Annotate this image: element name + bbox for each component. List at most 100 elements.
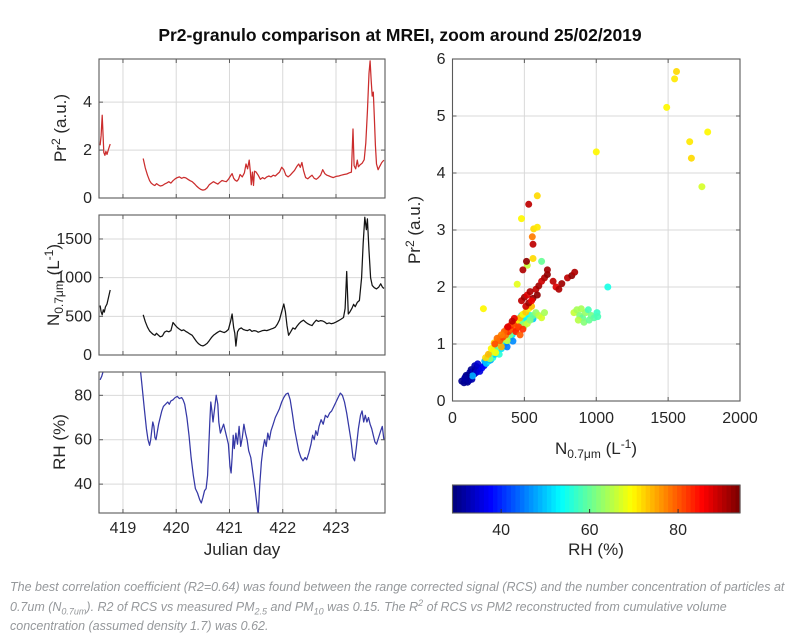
julian-xtick-label: 422 bbox=[269, 520, 296, 537]
colorbar-segment bbox=[708, 485, 714, 513]
colorbar-segment bbox=[492, 485, 499, 513]
colorbar-segment bbox=[515, 485, 521, 513]
colorbar-segment bbox=[528, 485, 534, 513]
colorbar-segment bbox=[470, 485, 476, 513]
colorbar-segment bbox=[479, 485, 485, 513]
scatter-xtick-label: 500 bbox=[511, 410, 538, 427]
pr2-ytick-label: 0 bbox=[83, 190, 92, 207]
scatter-point bbox=[526, 288, 534, 296]
scatter-point bbox=[585, 316, 593, 324]
scatter-xtick-label: 1000 bbox=[578, 410, 614, 427]
caption-segment-2: ). R2 of RCS vs measured PM bbox=[86, 599, 255, 614]
scatter-point bbox=[555, 285, 563, 293]
rh-y-axis-label: RH (%) bbox=[50, 414, 69, 470]
scatter-ylabel-base: Pr bbox=[405, 247, 424, 265]
colorbar-tick-label: 40 bbox=[492, 522, 510, 539]
axes-frame bbox=[98, 371, 386, 514]
scatter-ytick-label: 3 bbox=[437, 222, 446, 239]
colorbar-segment bbox=[659, 485, 665, 513]
scatter-point bbox=[474, 360, 482, 368]
colorbar-segment bbox=[506, 485, 512, 513]
colorbar-segment bbox=[699, 485, 705, 513]
colorbar-segment bbox=[641, 485, 647, 513]
colorbar-segment bbox=[686, 485, 692, 513]
julian-xtick-label: 421 bbox=[216, 520, 243, 537]
colorbar-segment bbox=[650, 485, 656, 513]
scatter-ylabel-sup: 2 bbox=[403, 240, 417, 248]
scatter-point bbox=[528, 297, 536, 305]
scatter-point bbox=[513, 280, 521, 288]
caption-segment-7: 2 bbox=[418, 597, 424, 608]
scatter-point bbox=[519, 325, 527, 333]
scatter-xlabel-unit-sup: -1 bbox=[620, 437, 632, 451]
scatter-point bbox=[543, 266, 551, 274]
n07-label-base: N bbox=[44, 313, 63, 327]
scatter-point bbox=[528, 233, 536, 241]
scatter-xtick-label: 2000 bbox=[722, 410, 758, 427]
scatter-point bbox=[516, 331, 524, 339]
figure-caption: The best correlation coefficient (R2=0.6… bbox=[10, 579, 792, 635]
julian-xtick-label: 423 bbox=[323, 520, 350, 537]
colorbar-segment bbox=[587, 485, 593, 513]
colorbar-segment bbox=[623, 485, 629, 513]
rh-colorbar: 40 60 80 bbox=[451, 484, 741, 539]
n07-timeseries-panel: 0 500 1000 1500 bbox=[56, 214, 386, 364]
scatter-point bbox=[461, 374, 469, 382]
pr2-label-base: Pr bbox=[51, 145, 70, 163]
n07-label-unit-sup: -1 bbox=[42, 249, 56, 261]
colorbar-segment bbox=[681, 485, 687, 513]
colorbar-segment bbox=[690, 485, 696, 513]
colorbar-segment bbox=[672, 485, 678, 513]
n07-ytick-label: 1500 bbox=[56, 231, 92, 248]
colorbar-segment bbox=[555, 485, 561, 513]
scatter-ytick-label: 6 bbox=[437, 51, 446, 68]
scatter-point bbox=[673, 68, 680, 75]
n07-ytick-label: 0 bbox=[83, 347, 92, 364]
colorbar-segment bbox=[465, 485, 472, 513]
scatter-point bbox=[523, 257, 530, 265]
colorbar-segment bbox=[461, 485, 467, 513]
scatter-point bbox=[594, 313, 602, 321]
colorbar-segment bbox=[582, 485, 588, 513]
pr2-ytick-label: 2 bbox=[83, 142, 92, 159]
scatter-point bbox=[574, 316, 582, 324]
pr2-y-axis-label: Pr2 (a.u.) bbox=[49, 94, 71, 162]
colorbar-segment bbox=[618, 485, 624, 513]
colorbar-segment bbox=[695, 485, 701, 513]
caption-segment-5: 10 bbox=[313, 606, 324, 617]
scatter-point bbox=[571, 268, 579, 276]
scatter-point bbox=[503, 343, 511, 351]
colorbar-label: RH (%) bbox=[568, 540, 624, 559]
scatter-xlabel-base: N bbox=[554, 439, 568, 458]
scatter-point bbox=[525, 200, 533, 208]
colorbar-frame bbox=[451, 484, 741, 514]
rh-ytick-label: 60 bbox=[74, 432, 92, 449]
scatter-point bbox=[484, 350, 492, 358]
scatter-panel: 0 1 2 3 4 5 6 0 500 1000 1500 2000 bbox=[437, 51, 758, 427]
scatter-point bbox=[508, 317, 516, 325]
n07-label-unit-post: ) bbox=[44, 243, 63, 250]
scatter-ylabel-unit: (a.u.) bbox=[405, 195, 424, 241]
colorbar-segment bbox=[510, 485, 516, 513]
julian-xtick-label: 420 bbox=[163, 520, 190, 537]
scatter-point bbox=[469, 372, 477, 380]
scatter-point bbox=[509, 337, 517, 345]
scatter-point bbox=[538, 314, 546, 322]
scatter-point bbox=[493, 334, 501, 342]
pr2-series-line bbox=[99, 60, 385, 191]
colorbar-segment bbox=[456, 485, 463, 513]
colorbar-segment bbox=[677, 485, 683, 513]
rh-ytick-label: 40 bbox=[74, 476, 92, 493]
scatter-point bbox=[704, 128, 712, 136]
scatter-point bbox=[497, 343, 505, 351]
caption-segment-8: of RCS vs PM2 reconstructed from cumulat… bbox=[10, 599, 727, 633]
scatter-xlabel-unit-post: ) bbox=[631, 439, 638, 458]
n07-label-unit: (L bbox=[44, 260, 63, 281]
colorbar-segment bbox=[668, 485, 674, 513]
pr2-timeseries-panel: 0 2 4 bbox=[83, 58, 386, 207]
n07-y-axis-label: N0.7μm (L-1) bbox=[42, 244, 66, 326]
colorbar-segment bbox=[645, 485, 651, 513]
colorbar-segment bbox=[533, 485, 539, 513]
colorbar-segment bbox=[605, 485, 611, 513]
